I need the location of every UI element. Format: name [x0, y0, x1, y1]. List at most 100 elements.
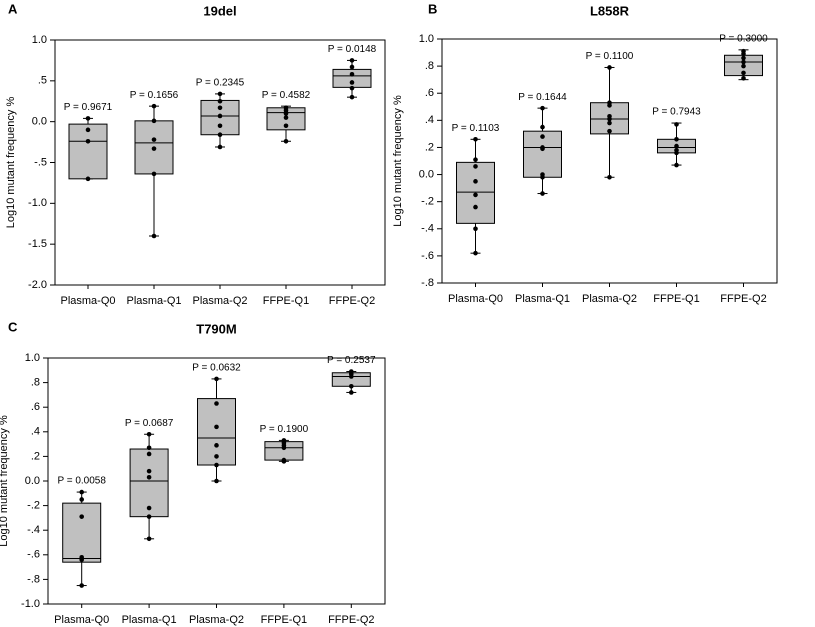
- y-axis-label: Log10 mutant frequency %: [0, 415, 10, 547]
- x-tick-label: FFPE-Q1: [263, 295, 309, 307]
- data-point: [674, 137, 679, 142]
- data-point: [281, 445, 287, 451]
- x-tick-label: Plasma-Q2: [192, 295, 247, 307]
- x-tick-label: Plasma-Q2: [189, 614, 244, 626]
- y-tick-label: .6: [31, 401, 40, 413]
- data-point: [607, 174, 612, 180]
- data-point: [151, 146, 157, 151]
- x-tick-label: FFPE-Q2: [328, 614, 374, 626]
- y-tick-label: -.2: [421, 196, 434, 208]
- x-tick-label: FFPE-Q1: [261, 614, 307, 626]
- data-point: [79, 497, 84, 502]
- data-point: [79, 557, 84, 563]
- data-point: [349, 72, 355, 77]
- y-tick-label: -.6: [421, 250, 434, 262]
- data-point: [151, 171, 157, 177]
- data-point: [283, 123, 289, 129]
- data-point: [473, 250, 478, 256]
- data-point: [214, 376, 219, 382]
- data-point: [607, 128, 612, 134]
- chart-title: L858R: [590, 3, 630, 18]
- data-point: [349, 383, 354, 389]
- data-point: [607, 103, 612, 108]
- x-tick-label: FFPE-Q2: [720, 293, 766, 305]
- data-point: [674, 143, 679, 149]
- y-tick-label: -1.0: [21, 598, 40, 610]
- data-point: [473, 192, 478, 198]
- x-tick-label: Plasma-Q2: [582, 293, 637, 305]
- data-point: [349, 80, 355, 85]
- data-point: [741, 63, 746, 69]
- y-tick-label: 0.0: [25, 475, 40, 487]
- data-point: [146, 536, 152, 542]
- y-tick-label: -.8: [421, 277, 434, 289]
- panel-label: A: [8, 1, 18, 16]
- p-value: P = 0.1900: [260, 424, 309, 435]
- data-point: [607, 65, 612, 70]
- data-point: [281, 459, 287, 464]
- p-value: P = 0.1100: [586, 51, 634, 62]
- data-point: [540, 146, 545, 152]
- p-value: P = 0.0632: [192, 363, 241, 374]
- y-tick-label: .4: [31, 426, 40, 438]
- box: [62, 502, 102, 563]
- y-tick-label: -2.0: [28, 279, 47, 291]
- x-tick-label: Plasma-Q0: [54, 614, 109, 626]
- y-tick-label: -.8: [27, 573, 40, 585]
- data-point: [283, 111, 289, 116]
- y-tick-label: -1.0: [28, 197, 47, 209]
- data-point: [151, 118, 157, 124]
- data-point: [741, 59, 746, 65]
- data-point: [146, 475, 152, 480]
- data-point: [473, 226, 478, 232]
- x-tick-label: Plasma-Q0: [448, 293, 503, 305]
- y-tick-label: .2: [425, 141, 434, 153]
- data-point: [349, 58, 355, 63]
- data-point: [217, 144, 223, 150]
- data-point: [741, 76, 746, 81]
- data-point: [85, 176, 91, 182]
- data-point: [540, 105, 545, 111]
- p-value: P = 0.0148: [328, 44, 377, 55]
- y-tick-label: .4: [425, 114, 434, 126]
- box: [68, 123, 108, 180]
- data-point: [607, 120, 612, 126]
- y-tick-label: -1.5: [28, 238, 47, 250]
- y-tick-label: 1.0: [419, 33, 434, 45]
- data-point: [214, 443, 219, 448]
- y-axis-label: Log10 mutant frequency %: [392, 95, 404, 227]
- data-point: [85, 138, 91, 144]
- data-point: [146, 431, 152, 437]
- x-tick-label: Plasma-Q1: [122, 614, 177, 626]
- panel-label: C: [8, 319, 18, 334]
- data-point: [540, 124, 545, 130]
- x-tick-label: Plasma-Q1: [126, 295, 181, 307]
- y-tick-label: 1.0: [32, 34, 47, 46]
- y-tick-label: 0.0: [419, 168, 434, 180]
- data-point: [214, 462, 219, 468]
- data-point: [146, 445, 152, 451]
- x-tick-label: Plasma-Q0: [60, 295, 115, 307]
- data-point: [217, 113, 223, 119]
- y-tick-label: -.2: [27, 500, 40, 512]
- data-point: [540, 191, 545, 196]
- data-point: [674, 122, 679, 127]
- y-tick-label: 1.0: [25, 352, 40, 364]
- y-tick-label: -.6: [27, 549, 40, 561]
- box: [129, 448, 169, 518]
- data-point: [741, 51, 746, 57]
- data-point: [151, 233, 157, 239]
- chart-title: 19del: [203, 3, 236, 18]
- data-point: [146, 514, 152, 519]
- p-value: P = 0.1103: [452, 123, 500, 134]
- data-point: [79, 583, 84, 588]
- data-point: [349, 85, 355, 91]
- panel-label: B: [428, 1, 437, 16]
- data-point: [741, 55, 746, 61]
- data-point: [473, 204, 478, 210]
- data-point: [85, 127, 91, 133]
- data-point: [674, 150, 679, 156]
- data-point: [473, 179, 478, 184]
- x-tick-label: FFPE-Q1: [653, 293, 699, 305]
